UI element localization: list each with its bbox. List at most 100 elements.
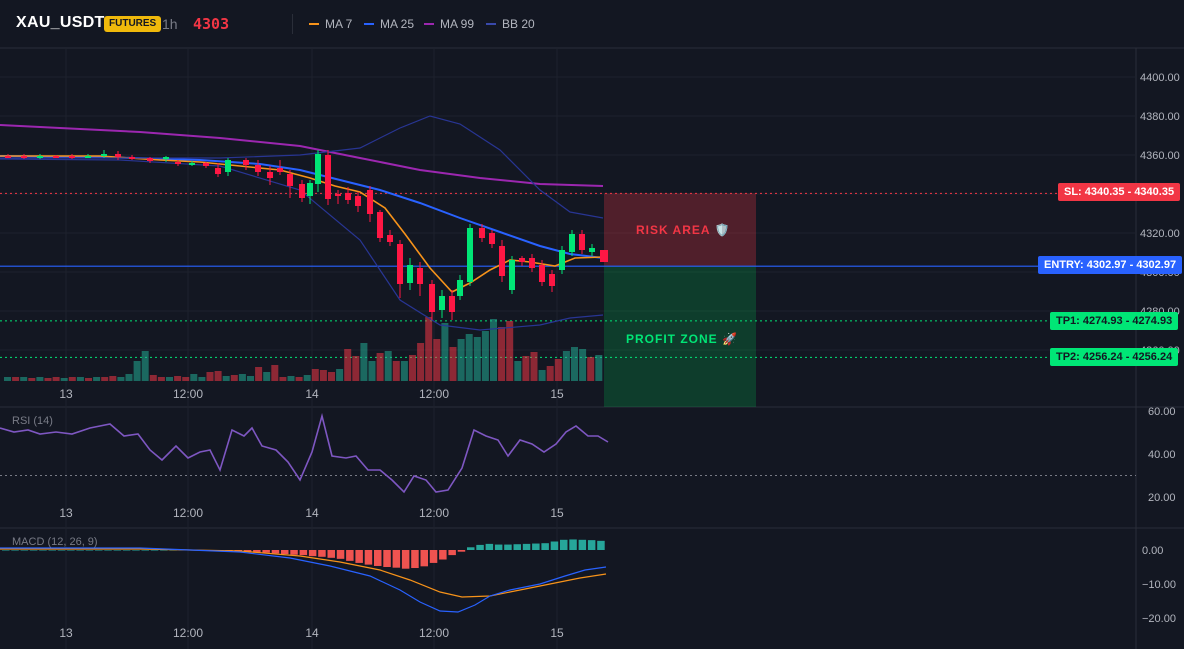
volume-bar bbox=[190, 374, 198, 381]
macd-histogram-bar bbox=[104, 550, 112, 551]
macd-histogram-bar bbox=[457, 550, 466, 552]
legend-ma99[interactable]: MA 99 bbox=[424, 16, 474, 32]
candle-body bbox=[579, 234, 585, 250]
volume-bar bbox=[230, 375, 238, 381]
volume-bar bbox=[303, 375, 311, 381]
volume-bar bbox=[109, 376, 117, 381]
bb-upper bbox=[0, 115, 604, 219]
candle-body bbox=[489, 233, 495, 244]
volume-bar bbox=[473, 337, 481, 381]
macd-histogram-bar bbox=[113, 550, 122, 551]
candle-body bbox=[509, 260, 515, 290]
candle-body bbox=[387, 235, 393, 242]
ma25-swatch bbox=[364, 23, 374, 25]
macd-histogram-bar bbox=[67, 550, 75, 551]
candle-body bbox=[529, 258, 535, 268]
macd-histogram-bar bbox=[336, 550, 345, 559]
volume-bar bbox=[214, 371, 222, 381]
candle-body bbox=[439, 296, 445, 310]
rsi-tick-label: 20.00 bbox=[1148, 492, 1176, 504]
candle-body bbox=[559, 250, 565, 270]
price-tick-label: 4320.00 bbox=[1140, 228, 1180, 240]
candle-body bbox=[255, 165, 261, 172]
ma7-line bbox=[0, 155, 604, 293]
volume-bar bbox=[562, 351, 570, 381]
last-candle bbox=[600, 250, 608, 262]
volume-bar bbox=[506, 321, 514, 381]
sl-price-tag[interactable]: SL: 4340.35 - 4340.35 bbox=[1058, 183, 1181, 201]
candle-body bbox=[85, 156, 91, 158]
macd-histogram-bar bbox=[262, 550, 270, 553]
futures-badge: FUTURES bbox=[104, 16, 162, 32]
tp1-price-tag[interactable]: TP1: 4274.93 - 4274.93 bbox=[1050, 312, 1179, 330]
macd-histogram-bar bbox=[504, 544, 512, 550]
macd-histogram-bar bbox=[392, 550, 401, 568]
volume-bar bbox=[60, 378, 68, 381]
timeframe-label[interactable]: 1h bbox=[162, 16, 178, 32]
volume-bar bbox=[255, 367, 263, 381]
macd-histogram-bar bbox=[281, 550, 289, 555]
ma7-swatch bbox=[309, 23, 319, 25]
macd-histogram-bar bbox=[346, 550, 354, 561]
ma25-line bbox=[0, 155, 604, 259]
header-divider bbox=[292, 14, 293, 34]
rsi-tick-label: 60.00 bbox=[1148, 406, 1176, 418]
legend-ma7[interactable]: MA 7 bbox=[309, 16, 352, 32]
macd-title: MACD (12, 26, 9) bbox=[12, 536, 98, 548]
macd-tick-label: −20.00 bbox=[1142, 613, 1176, 625]
macd-histogram-bar bbox=[290, 550, 298, 555]
candle-body bbox=[243, 160, 249, 165]
volume-bar bbox=[425, 317, 433, 381]
price-tick-label: 4360.00 bbox=[1140, 150, 1180, 162]
legend-bb20[interactable]: BB 20 bbox=[486, 16, 535, 32]
candle-body bbox=[101, 154, 107, 156]
macd-tick-label: 0.00 bbox=[1142, 545, 1163, 557]
time-tick-label: 13 bbox=[59, 626, 73, 640]
volume-bar bbox=[157, 377, 165, 381]
macd-histogram-bar bbox=[411, 550, 419, 569]
risk-area-label: RISK AREA 🛡️ bbox=[636, 223, 731, 237]
volume-bar bbox=[28, 378, 36, 381]
candle-body bbox=[325, 155, 331, 199]
legend-bb20-label: BB 20 bbox=[502, 17, 535, 31]
volume-bar bbox=[522, 356, 530, 381]
macd-histogram-bar bbox=[308, 550, 317, 557]
macd-histogram-bar bbox=[439, 550, 447, 560]
volume-bar bbox=[166, 377, 173, 381]
volume-bar bbox=[336, 369, 344, 381]
candle-body bbox=[267, 172, 273, 178]
entry-price-tag[interactable]: ENTRY: 4302.97 - 4302.97 bbox=[1038, 256, 1183, 274]
legend-ma99-label: MA 99 bbox=[440, 17, 475, 31]
volume-bar bbox=[174, 376, 182, 381]
macd-histogram-bar bbox=[550, 541, 559, 550]
volume-bar bbox=[571, 347, 578, 381]
candle-body bbox=[277, 168, 283, 172]
macd-histogram-bar bbox=[327, 550, 335, 558]
candle-body bbox=[307, 183, 313, 196]
legend-ma25[interactable]: MA 25 bbox=[364, 16, 414, 32]
time-tick-label: 14 bbox=[305, 506, 319, 520]
macd-histogram-bar bbox=[364, 550, 373, 565]
rsi-line bbox=[0, 412, 609, 494]
volume-bar bbox=[490, 319, 497, 381]
volume-bar bbox=[417, 343, 425, 381]
time-tick-label: 12:00 bbox=[173, 626, 203, 640]
volume-bar bbox=[44, 378, 52, 381]
tp2-price-tag[interactable]: TP2: 4256.24 - 4256.24 bbox=[1050, 348, 1179, 366]
macd-histogram-bar bbox=[299, 550, 308, 556]
candle-body bbox=[417, 268, 423, 284]
macd-histogram-bar bbox=[20, 550, 29, 551]
rsi-title: RSI (14) bbox=[12, 415, 53, 427]
candle-body bbox=[147, 158, 153, 161]
volume-bar bbox=[117, 377, 125, 381]
price-tick-label: 4400.00 bbox=[1140, 72, 1180, 84]
macd-histogram-bar bbox=[448, 550, 456, 556]
macd-histogram-bar bbox=[141, 550, 149, 551]
volume-bar bbox=[465, 334, 473, 381]
time-tick-label: 12:00 bbox=[419, 387, 449, 401]
symbol-name[interactable]: XAU_USDT bbox=[16, 14, 105, 31]
volume-bar bbox=[344, 349, 352, 381]
volume-bar bbox=[595, 355, 603, 381]
macd-histogram-bar bbox=[587, 540, 596, 550]
